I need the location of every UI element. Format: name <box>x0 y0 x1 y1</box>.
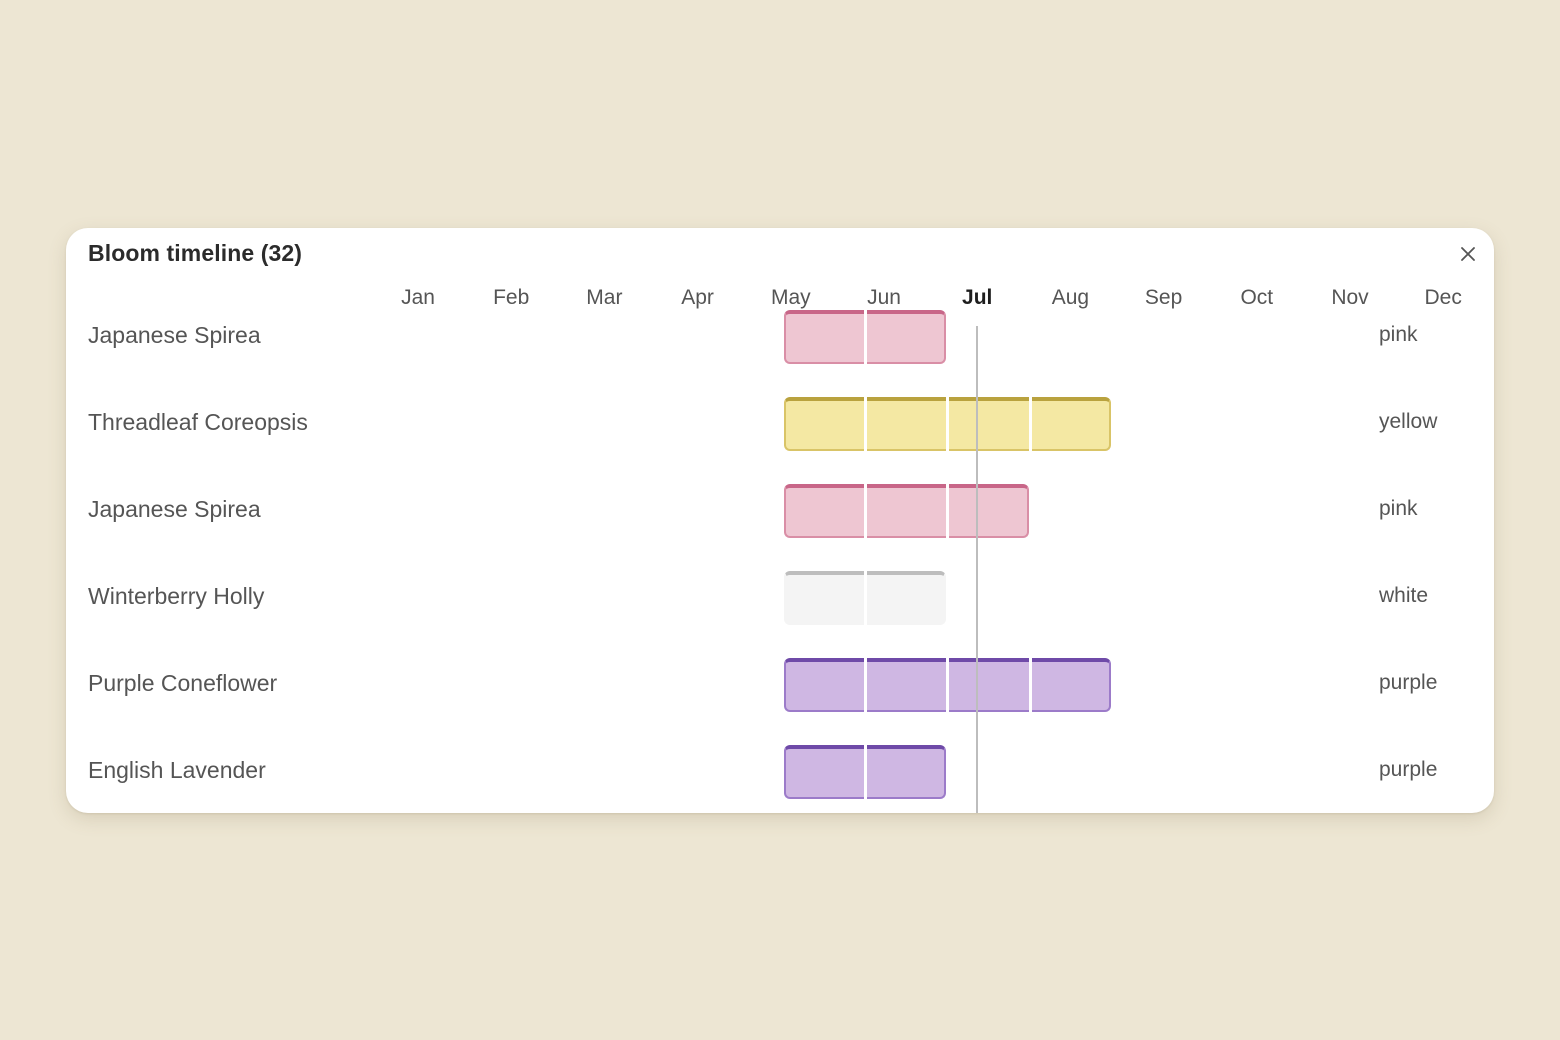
plant-name: Winterberry Holly <box>88 583 265 609</box>
bloom-cell-may[interactable] <box>784 571 864 625</box>
bloom-cell-jul[interactable] <box>949 658 1029 712</box>
plant-name: Japanese Spirea <box>88 496 261 522</box>
close-button[interactable] <box>1456 242 1480 266</box>
month-label-oct: Oct <box>1240 286 1274 309</box>
plant-name: Purple Coneflower <box>88 670 278 696</box>
bloom-cell-jun[interactable] <box>866 745 946 799</box>
current-month-line <box>976 326 978 813</box>
bloom-cell-jul[interactable] <box>949 397 1029 451</box>
bloom-cell-may[interactable] <box>784 745 864 799</box>
bloom-cell-may[interactable] <box>784 310 864 364</box>
month-label-nov: Nov <box>1331 286 1369 309</box>
bloom-cell-jun[interactable] <box>866 397 946 451</box>
bloom-cell-jun[interactable] <box>866 571 946 625</box>
bloom-timeline-panel: Bloom timeline (32) Jan Feb Mar Apr May Jun Ju… <box>66 228 1494 813</box>
month-label-mar: Mar <box>586 286 623 309</box>
bloom-cell-jun[interactable] <box>866 484 946 538</box>
bloom-color-label: white <box>1379 584 1429 607</box>
bloom-cell-aug[interactable] <box>1031 397 1111 451</box>
month-label-sep: Sep <box>1144 286 1183 309</box>
plant-name: Japanese Spirea <box>88 322 261 348</box>
bloom-cell-may[interactable] <box>784 484 864 538</box>
bloom-cell-jul[interactable] <box>949 484 1029 538</box>
panel-title: Bloom timeline (32) <box>88 240 303 266</box>
bloom-color-label: purple <box>1379 758 1438 781</box>
bloom-color-label: pink <box>1379 497 1418 520</box>
month-label-feb: Feb <box>493 286 530 309</box>
bloom-color-label: yellow <box>1379 410 1438 433</box>
month-label-aug: Aug <box>1051 286 1090 309</box>
month-label-apr: Apr <box>681 286 714 309</box>
plant-name: English Lavender <box>88 757 266 783</box>
bloom-cell-may[interactable] <box>784 658 864 712</box>
month-label-may: May <box>770 286 811 309</box>
month-label-dec: Dec <box>1424 286 1462 309</box>
month-label-jul: Jul <box>962 286 993 309</box>
bloom-cell-aug[interactable] <box>1031 658 1111 712</box>
plant-name: Threadleaf Coreopsis <box>88 409 308 435</box>
bloom-color-label: pink <box>1379 323 1418 346</box>
bloom-cell-may[interactable] <box>784 397 864 451</box>
month-label-jun: Jun <box>867 286 901 309</box>
month-label-jan: Jan <box>401 286 435 309</box>
bloom-cell-jun[interactable] <box>866 658 946 712</box>
close-icon <box>1461 247 1475 261</box>
bloom-cell-jun[interactable] <box>866 310 946 364</box>
bloom-color-label: purple <box>1379 671 1438 694</box>
